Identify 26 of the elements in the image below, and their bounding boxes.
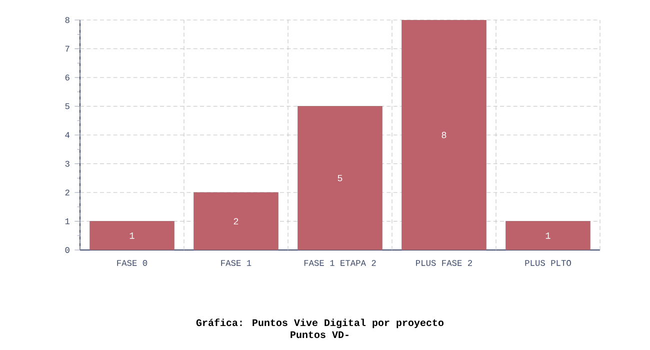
bar <box>298 106 382 250</box>
text: Gráfica: Puntos Vive Digital por proyecto <box>196 318 444 328</box>
data-label: 8 <box>442 132 446 138</box>
x-tick-label: PLUS FASE 2 <box>416 260 472 266</box>
text: Puntos VD- <box>290 331 348 338</box>
y-tick-label: 0 <box>65 247 70 253</box>
bar <box>90 220 174 250</box>
y-tick-label: 7 <box>65 46 70 52</box>
y-tick-label: 6 <box>65 74 70 80</box>
y-tick-label: 2 <box>65 190 70 196</box>
bar <box>194 192 278 250</box>
data-label: 5 <box>338 175 342 182</box>
x-tick-label: FASE 0 <box>117 260 148 266</box>
data-label: 2 <box>234 218 238 224</box>
y-tick-label: 1 <box>65 218 70 224</box>
x-tick-label: FASE 1 <box>221 260 252 266</box>
y-tick-label: 4 <box>65 132 70 138</box>
bar <box>402 20 486 250</box>
y-tick-label: 3 <box>65 160 70 167</box>
y-tick-label: 8 <box>65 17 70 23</box>
data-label: 1 <box>546 232 550 239</box>
x-tick-label: FASE 1 ETAPA 2 <box>304 260 376 266</box>
data-label: 1 <box>130 232 134 239</box>
x-tick-label: PLUS PLTO <box>525 260 571 266</box>
bar <box>506 220 590 250</box>
y-tick-label: 5 <box>65 103 70 110</box>
